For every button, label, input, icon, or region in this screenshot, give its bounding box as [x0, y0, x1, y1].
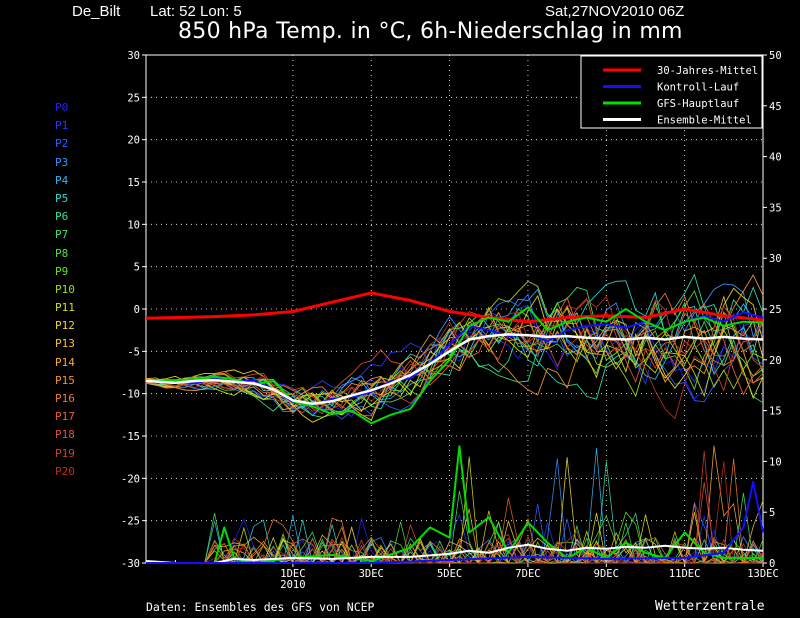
y-left-tick-label: 25 — [127, 92, 140, 104]
y-left-tick-label: -15 — [121, 431, 140, 443]
y-right-tick-label: 5 — [769, 507, 775, 519]
y-left-tick-label: -20 — [121, 473, 140, 485]
member-label: P6 — [55, 210, 69, 224]
y-right-tick-label: 0 — [769, 558, 775, 570]
x-tick-label: 11DEC — [669, 568, 701, 580]
y-left-tick-label: -10 — [121, 389, 140, 401]
x-tick-label: 9DEC — [594, 568, 619, 580]
y-right-tick-label: 20 — [769, 355, 782, 367]
member-label: P20 — [55, 464, 75, 478]
precip-series-line — [146, 480, 764, 564]
data-source: Daten: Ensembles des GFS von NCEP — [146, 600, 375, 614]
y-left-tick-label: 30 — [127, 50, 140, 62]
y-left-tick-label: -5 — [127, 346, 140, 358]
member-label: P13 — [55, 337, 75, 351]
member-list: P0 P1 P2 P3 P4 P5 P6 P7 P8 P9 P10 P11 P12 P13 P14 P15 P1… — [55, 101, 75, 484]
x-tick-label: 3DEC — [359, 568, 384, 580]
member-precip-line — [146, 482, 764, 564]
member-label: P2 — [55, 137, 69, 151]
series-line — [145, 333, 764, 406]
member-precip-line — [146, 450, 764, 565]
y-right-tick-label: 50 — [769, 50, 782, 62]
y-right-tick-label: 40 — [769, 152, 782, 164]
y-right-tick-label: 35 — [769, 202, 782, 214]
x-tick-sublabel: 2010 — [280, 579, 305, 591]
precip-series-line — [145, 543, 764, 564]
member-label: P18 — [55, 428, 75, 442]
member-label: P7 — [55, 228, 69, 242]
run-datestamp: Sat,27NOV2010 06Z — [545, 3, 685, 20]
member-label: P9 — [55, 264, 69, 278]
legend-box — [580, 55, 763, 129]
x-tick-label: 5DEC — [437, 568, 462, 580]
member-label: P0 — [55, 101, 69, 114]
member-label: P19 — [55, 446, 75, 460]
y-right-tick-label: 25 — [769, 304, 782, 316]
y-left-tick-label: 20 — [127, 135, 140, 147]
member-label: P12 — [55, 319, 75, 333]
y-right-tick-label: 30 — [769, 253, 782, 265]
member-label: P4 — [55, 173, 69, 187]
member-label: P15 — [55, 373, 75, 387]
station-coordinates: Lat: 52 Lon: 5 — [150, 3, 242, 20]
chart-title: 850 hPa Temp. in °C, 6h-Niederschlag in … — [178, 19, 683, 44]
y-right-tick-label: 10 — [769, 456, 782, 468]
y-left-tick-label: 15 — [127, 177, 140, 189]
legend-label: 30-Jahres-Mittel — [657, 65, 758, 77]
member-temp-line — [145, 297, 764, 405]
member-label: P3 — [55, 155, 69, 169]
member-temp-line — [145, 307, 764, 411]
member-precip-line — [146, 461, 764, 565]
member-label: P5 — [55, 191, 69, 205]
y-left-tick-label: -30 — [121, 558, 140, 570]
legend-label: Kontroll-Lauf — [657, 82, 739, 94]
member-label: P14 — [55, 355, 75, 369]
member-precip-line — [146, 512, 764, 564]
y-right-tick-label: 15 — [769, 406, 782, 418]
station-name: De_Bilt — [72, 3, 121, 20]
series-line — [145, 306, 764, 425]
member-temp-line — [145, 301, 764, 411]
legend-label: Ensemble-Mittel — [657, 115, 752, 127]
member-label: P16 — [55, 392, 75, 405]
x-tick-label: 7DEC — [515, 568, 540, 580]
y-left-tick-label: 10 — [127, 219, 140, 231]
member-label: P11 — [55, 301, 75, 315]
member-label: P17 — [55, 410, 75, 424]
y-left-tick-label: -25 — [121, 516, 140, 528]
member-label: P10 — [55, 282, 75, 296]
member-label: P1 — [55, 119, 69, 133]
x-tick-label: 13DEC — [747, 568, 779, 580]
brand-label: Wetterzentrale — [655, 599, 765, 614]
y-right-tick-label: 45 — [769, 101, 782, 113]
member-label: P8 — [55, 246, 69, 260]
member-temp-line — [145, 287, 764, 423]
legend-label: GFS-Hauptlauf — [657, 98, 739, 110]
y-left-tick-label: 5 — [134, 262, 140, 274]
member-temp-line — [145, 295, 764, 420]
x-tick-label: 1DEC — [280, 568, 305, 580]
series-line — [145, 291, 764, 324]
y-left-tick-label: 0 — [134, 304, 140, 316]
